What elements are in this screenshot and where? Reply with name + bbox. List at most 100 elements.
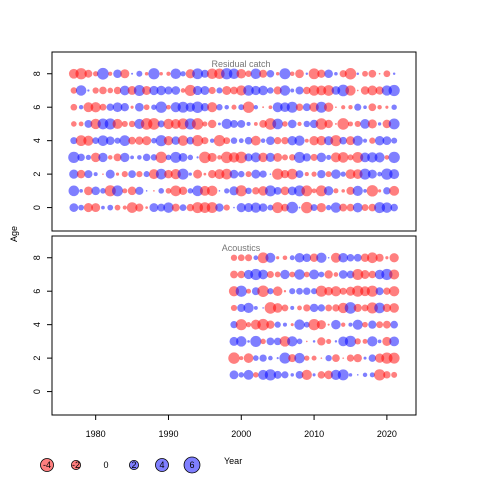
residual-point	[177, 135, 189, 146]
residual-point	[237, 303, 246, 313]
residual-point	[267, 204, 274, 211]
panel-title-residual-catch: Residual catch	[211, 59, 270, 69]
legend-bubble	[155, 458, 169, 472]
residual-point	[367, 169, 377, 179]
residual-point	[330, 252, 341, 263]
residual-point	[100, 188, 106, 194]
residual-point	[290, 373, 294, 377]
residual-point	[324, 69, 333, 79]
residual-point	[163, 135, 174, 146]
residual-point	[265, 152, 275, 162]
residual-point	[273, 370, 282, 379]
residual-point	[296, 338, 303, 345]
residual-point	[112, 118, 123, 129]
residual-point	[352, 185, 363, 196]
residual-point	[135, 203, 144, 212]
residual-point	[171, 86, 181, 95]
residual-point	[334, 340, 338, 343]
residual-point	[221, 118, 232, 130]
residual-point	[316, 320, 326, 330]
residual-point	[346, 253, 355, 262]
residual-point	[294, 135, 305, 146]
residual-point	[368, 354, 377, 362]
residual-point	[304, 355, 310, 361]
residual-point	[311, 355, 317, 361]
residual-point	[342, 357, 345, 359]
residual-point	[120, 69, 130, 79]
residual-point	[92, 137, 100, 145]
residual-point	[130, 105, 134, 109]
y-tick-label: 2	[32, 356, 42, 361]
residual-point	[215, 203, 224, 212]
residual-point	[345, 136, 355, 146]
residual-point	[282, 255, 288, 261]
residual-point	[119, 135, 131, 147]
residual-point	[389, 269, 400, 280]
residual-point	[369, 137, 376, 144]
residual-point	[266, 337, 275, 346]
residual-point	[360, 152, 370, 163]
residual-point	[310, 153, 318, 161]
residual-point	[236, 202, 246, 213]
residual-point	[70, 87, 78, 94]
residual-point	[362, 321, 368, 328]
residual-point	[360, 270, 370, 279]
residual-point	[91, 186, 100, 196]
y-axis-acoustics: 0 2 4 6 8	[32, 255, 52, 394]
y-tick-label: 6	[32, 289, 42, 294]
residual-point	[389, 185, 400, 196]
residual-point	[128, 170, 136, 178]
residual-point	[363, 105, 367, 110]
residual-point	[220, 151, 233, 164]
residual-point	[236, 85, 247, 96]
residual-point	[338, 270, 348, 279]
residual-point	[334, 122, 337, 125]
residual-point	[68, 185, 80, 197]
residual-point	[135, 136, 144, 145]
residual-point	[312, 340, 316, 343]
legend-bubble	[40, 458, 54, 472]
residual-point	[97, 67, 109, 80]
residual-point	[98, 152, 108, 163]
residual-point	[383, 371, 391, 379]
residual-point	[362, 372, 368, 378]
residual-point	[107, 87, 114, 94]
residual-point	[244, 203, 254, 213]
residual-point	[259, 170, 267, 178]
residual-point	[244, 153, 253, 162]
residual-point	[266, 69, 275, 78]
residual-point	[244, 136, 253, 145]
residual-point	[374, 152, 385, 163]
residual-point	[192, 135, 204, 147]
residual-point	[238, 170, 245, 178]
residual-point	[119, 85, 130, 96]
residual-point	[268, 105, 273, 110]
residual-point	[115, 172, 120, 176]
residual-point	[83, 203, 93, 213]
residual-point	[330, 202, 342, 213]
residual-point	[368, 203, 377, 212]
residual-point	[335, 106, 337, 109]
residual-point	[193, 85, 203, 96]
residual-point	[253, 305, 258, 310]
residual-point	[272, 303, 283, 313]
residual-point	[196, 156, 199, 159]
residual-point	[311, 171, 317, 177]
residual-point	[105, 169, 115, 179]
residual-point	[316, 85, 327, 96]
residual-point	[112, 185, 124, 197]
residual-point	[295, 170, 304, 179]
residual-point	[238, 104, 245, 111]
residual-point	[316, 152, 327, 163]
residual-point	[223, 137, 231, 145]
residual-point	[177, 101, 189, 113]
residual-point	[367, 85, 378, 96]
residual-point	[90, 102, 101, 113]
residual-point	[286, 168, 298, 180]
residual-point	[390, 203, 398, 212]
residual-point	[334, 71, 338, 76]
residual-point	[352, 202, 363, 213]
residual-point	[221, 168, 233, 180]
residual-point	[356, 89, 359, 92]
residual-point	[128, 136, 136, 145]
